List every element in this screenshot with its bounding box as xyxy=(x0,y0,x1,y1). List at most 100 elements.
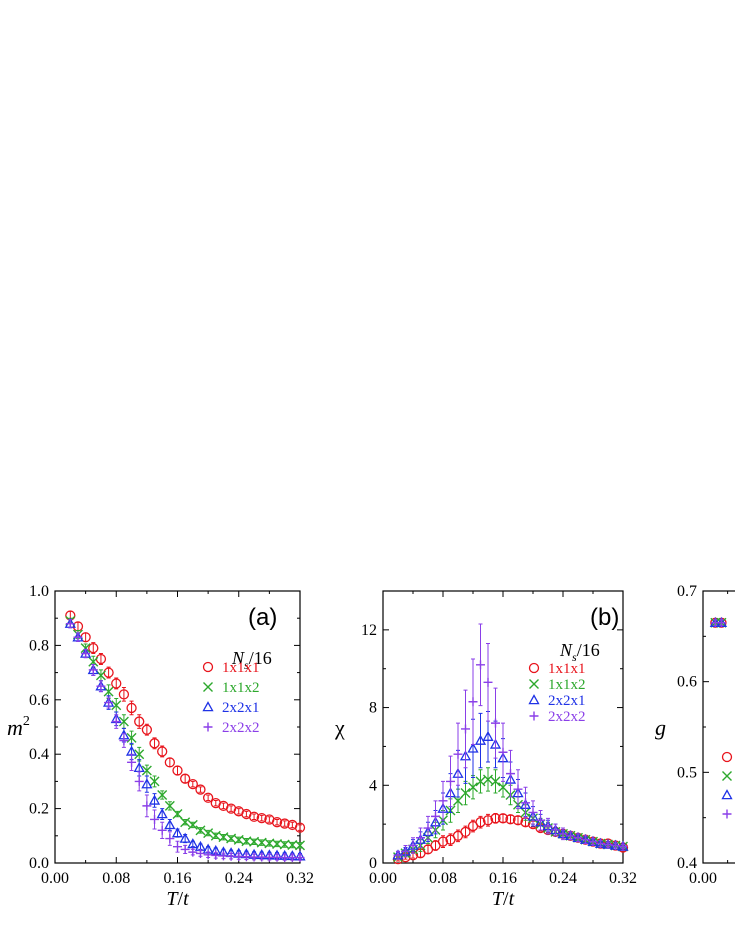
legend-label: 1x1x1 xyxy=(548,661,586,677)
x-tick-label: 0.00 xyxy=(689,870,717,887)
y-tick-label: 12 xyxy=(361,622,377,639)
data-point xyxy=(271,817,283,828)
data-point xyxy=(513,784,523,794)
legend-label: 2x2x1 xyxy=(548,693,586,709)
data-point xyxy=(218,851,228,861)
legend-title-sub: s xyxy=(572,650,577,664)
data-point xyxy=(179,832,191,843)
data-point xyxy=(88,642,99,654)
data-point xyxy=(279,839,290,850)
data-point xyxy=(195,825,206,836)
x-tick-label: 0.24 xyxy=(549,870,577,887)
data-point xyxy=(474,734,487,745)
error-bar xyxy=(275,818,280,826)
data-point xyxy=(180,817,191,828)
y-tick-label: 0.2 xyxy=(29,801,49,818)
data-point xyxy=(126,732,137,743)
data-point xyxy=(211,850,221,860)
data-point xyxy=(295,840,305,851)
data-point xyxy=(423,823,433,833)
data-point xyxy=(467,742,479,753)
error-bar xyxy=(83,632,88,642)
data-point xyxy=(498,747,508,757)
error-bar xyxy=(244,810,249,818)
data-point xyxy=(157,746,168,757)
x-tick-label: 0.16 xyxy=(489,870,517,887)
panel-b: 0.00 0.08 0.16 0.24 0.3204812T/tχ(b)Ns/161x1… xyxy=(334,590,637,910)
x-tick-label: 0.08 xyxy=(102,870,130,887)
legend-label: 1x1x2 xyxy=(548,677,586,693)
y-tick-label: 8 xyxy=(369,700,377,717)
legend-label: 1x1x1 xyxy=(222,660,260,676)
error-bar xyxy=(252,813,257,820)
error-bar xyxy=(508,814,513,824)
data-point xyxy=(491,718,500,728)
data-point xyxy=(257,852,267,862)
data-point xyxy=(401,846,410,856)
x-tick-label: 0.16 xyxy=(164,870,192,887)
x-axis-label-unit: t xyxy=(509,888,515,910)
data-point xyxy=(453,749,463,759)
data-point xyxy=(195,848,205,858)
data-point xyxy=(573,833,583,843)
data-point xyxy=(172,809,183,820)
x-tick-label: 0.00 xyxy=(41,870,69,887)
x-tick-label: 0.24 xyxy=(225,870,253,887)
data-point xyxy=(157,790,168,800)
data-point xyxy=(233,834,244,845)
legend-marker xyxy=(529,711,539,721)
data-point xyxy=(187,819,198,830)
data-point xyxy=(96,681,106,691)
legend-label: 2x2x1 xyxy=(222,700,260,716)
data-point xyxy=(88,656,99,667)
data-point xyxy=(248,811,260,822)
data-point xyxy=(172,765,183,776)
data-point xyxy=(543,821,553,831)
data-point xyxy=(187,838,199,849)
data-point xyxy=(581,835,590,845)
y-tick-label: 0.5 xyxy=(677,764,697,781)
series-1x1x1 xyxy=(65,610,306,833)
data-point xyxy=(195,784,206,795)
legend-label: 2x2x2 xyxy=(222,720,260,736)
data-point xyxy=(468,782,478,793)
data-point xyxy=(483,677,493,687)
error-bar xyxy=(75,621,80,631)
data-point xyxy=(482,730,494,741)
legend-title-sub: s xyxy=(244,658,249,672)
error-bar xyxy=(298,824,302,831)
data-point xyxy=(490,813,501,824)
y-axis-label: χ xyxy=(334,715,345,740)
data-point xyxy=(226,833,237,844)
legend-marker xyxy=(203,722,213,732)
data-point xyxy=(280,853,290,863)
data-point xyxy=(81,649,91,659)
data-point xyxy=(475,817,486,828)
data-point xyxy=(536,815,545,825)
x-axis-label-sep: / xyxy=(503,888,509,910)
data-point xyxy=(141,778,153,789)
legend-marker xyxy=(528,694,540,705)
data-point xyxy=(104,698,114,708)
data-point xyxy=(126,702,137,714)
error-bar xyxy=(259,814,264,822)
data-point xyxy=(482,815,494,826)
error-bar xyxy=(91,642,96,655)
legend-marker xyxy=(203,682,213,692)
panel-label: (b) xyxy=(590,604,619,631)
error-bar xyxy=(290,821,295,829)
data-point xyxy=(272,838,283,849)
data-point xyxy=(88,665,98,675)
data-point xyxy=(234,851,244,861)
data-point xyxy=(264,838,275,849)
data-point xyxy=(453,795,463,806)
x-tick-label: 0.00 xyxy=(369,870,397,887)
error-bar xyxy=(501,813,505,823)
data-point xyxy=(203,850,213,860)
error-bar xyxy=(426,845,430,854)
data-point xyxy=(603,840,613,850)
legend-title-main: N xyxy=(231,648,245,668)
data-point xyxy=(118,716,129,727)
y-tick-label: 4 xyxy=(369,777,377,794)
data-point xyxy=(416,833,425,843)
